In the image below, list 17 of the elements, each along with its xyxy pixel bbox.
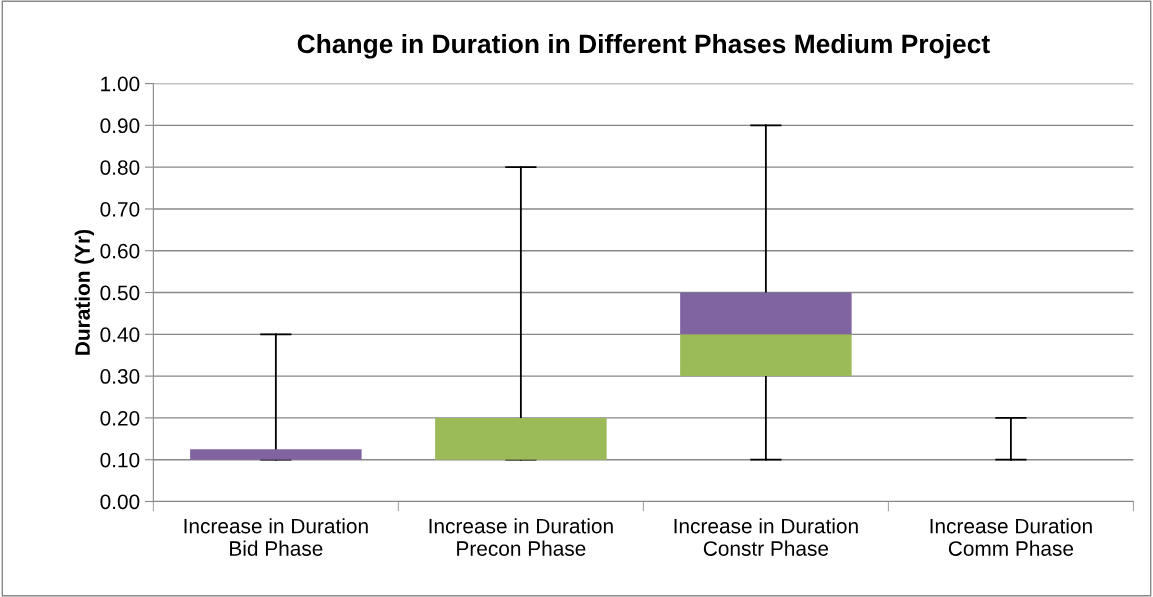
y-tick-label: 0.30 (100, 369, 140, 384)
y-tick-label: 0.20 (100, 410, 140, 426)
x-tick-label: Increase in Duration Bid Phase (184, 518, 368, 556)
y-tick-label: 0.90 (100, 118, 140, 134)
y-tick-label: 1.00 (101, 76, 140, 92)
x-tick-label: Increase in Duration Precon Phase (429, 518, 613, 556)
y-tick-label: 0.60 (100, 243, 140, 259)
y-tick-label: 0.00 (100, 494, 140, 510)
y-tick-label: 0.70 (100, 201, 140, 217)
chart-title: Change in Duration in Different Phases Medium Project (297, 33, 990, 59)
y-axis-title: Duration (Yr) (74, 229, 95, 355)
x-tick-label: Increase in Duration Constr Phase (674, 518, 858, 556)
y-tick-label: 0.80 (100, 160, 140, 175)
y-tick-label: 0.50 (100, 285, 140, 301)
x-tick-label: Increase Duration Comm Phase (930, 518, 1092, 556)
y-tick-label: 0.40 (100, 327, 140, 343)
y-tick-label: 0.10 (100, 452, 140, 468)
